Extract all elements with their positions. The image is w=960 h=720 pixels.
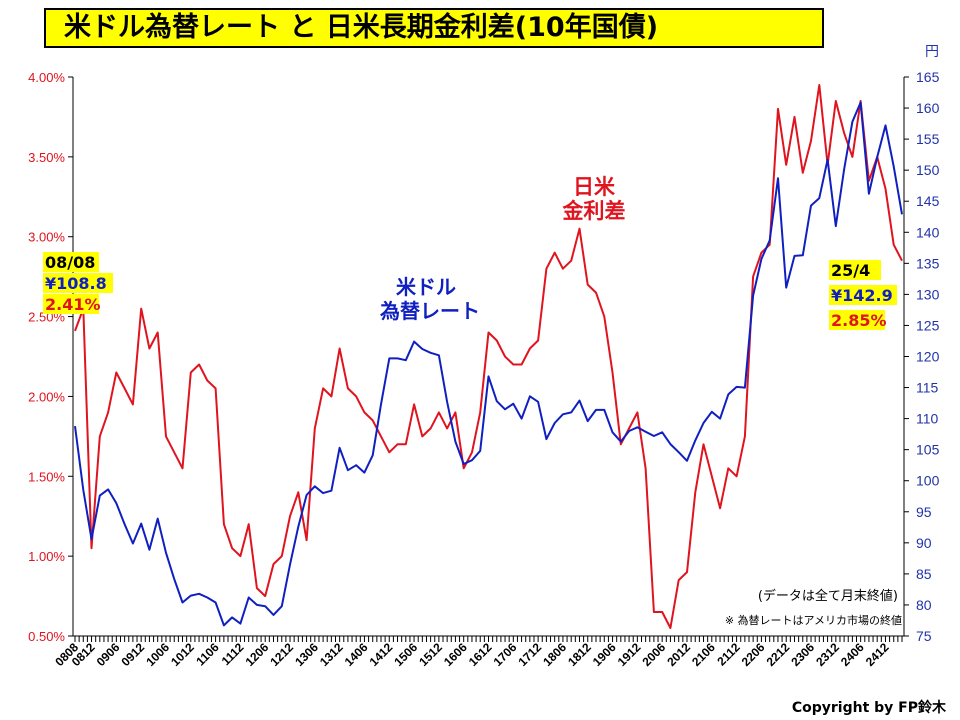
right-tick-label: 95: [916, 504, 932, 520]
x-tick-label: 2412: [863, 640, 892, 669]
x-axis-ticks: 0808081209060912100610121106111212061212…: [52, 636, 903, 669]
right-axis-unit: 円: [925, 44, 939, 60]
end-spread-highlight: [829, 310, 885, 330]
x-tick-label: 0906: [94, 640, 123, 669]
x-tick-label: 1212: [267, 640, 296, 669]
start-rate-label: ¥108.8: [45, 274, 107, 293]
right-tick-label: 140: [916, 224, 940, 240]
x-tick-label: 1806: [540, 640, 569, 669]
x-tick-label: 2112: [714, 640, 743, 669]
annotations: 円 米ドル 為替レート 日米 金利差 08/08 ¥108.8 2.41% 25…: [43, 44, 947, 716]
left-tick-label: 0.50%: [28, 629, 65, 644]
x-tick-label: 2012: [664, 640, 693, 669]
left-tick-label: 3.00%: [28, 230, 65, 245]
right-tick-label: 135: [916, 255, 940, 271]
right-axis-ticks: 75 80 85 90 95 100 105 110 115 120 125 130 135 140 145…: [904, 69, 940, 644]
x-tick-label: 1206: [243, 640, 272, 669]
right-tick-label: 120: [916, 349, 940, 365]
end-rate-highlight: [829, 285, 897, 305]
left-axis-ticks: 0.50%1.00%1.50%2.00%2.50%3.00%3.50%4.00%: [28, 70, 73, 644]
start-spread-highlight: [43, 294, 99, 314]
yield-spread-line: [74, 84, 903, 629]
right-tick-label: 145: [916, 193, 940, 209]
end-date-label: 25/4: [831, 261, 870, 280]
spread-series-label-line1: 日米: [573, 175, 616, 199]
x-tick-label: 1112: [219, 640, 247, 668]
right-tick-label: 105: [916, 442, 940, 458]
x-tick-label: 2206: [739, 640, 768, 669]
start-rate-highlight: [43, 273, 113, 293]
right-tick-label: 80: [916, 597, 932, 613]
axes: [72, 77, 905, 637]
x-tick-label: 2106: [689, 640, 718, 669]
x-tick-label: 1912: [615, 640, 644, 669]
x-tick-label: 1606: [441, 640, 470, 669]
x-tick-label: 1012: [168, 640, 197, 669]
x-tick-label: 2006: [640, 640, 669, 669]
right-tick-label: 90: [916, 535, 932, 551]
x-tick-label: 1312: [317, 640, 346, 669]
right-tick-label: 130: [916, 286, 940, 302]
right-tick-label: 110: [916, 411, 939, 427]
left-tick-label: 1.00%: [28, 549, 65, 564]
copyright: Copyright by FP鈴木: [792, 699, 947, 716]
spread-series-label-2: 金利差: [562, 199, 626, 223]
rate-series-label-2: 為替レート: [380, 299, 480, 323]
x-tick-label: 2306: [788, 640, 817, 669]
rate-series-label-line1: 米ドル: [396, 275, 456, 299]
series-group: [74, 84, 903, 629]
chart-title: 米ドル為替レート と 日米長期金利差(10年国債): [44, 8, 824, 48]
right-tick-label: 165: [916, 69, 940, 85]
x-tick-label: 2212: [764, 640, 793, 669]
x-tick-label: 1006: [143, 640, 172, 669]
x-tick-label: 1612: [466, 640, 495, 669]
spread-series-label-line2: 金利差: [562, 199, 626, 223]
start-date-highlight: [43, 252, 99, 272]
right-tick-label: 155: [916, 131, 940, 147]
start-spread-label: 2.41%: [45, 295, 101, 314]
x-tick-label: 0912: [118, 640, 147, 669]
x-tick-label: 1306: [292, 640, 321, 669]
spread-series-label-1: 日米: [573, 175, 616, 199]
right-tick-label: 115: [916, 380, 939, 396]
left-tick-label: 1.50%: [28, 469, 65, 484]
x-tick-label: 1812: [565, 640, 594, 669]
right-tick-label: 75: [916, 628, 932, 644]
right-tick-label: 150: [916, 162, 940, 178]
usdjpy-rate-line: [74, 101, 903, 627]
x-tick-label: 2312: [813, 640, 842, 669]
end-date-highlight: [829, 260, 881, 280]
right-tick-label: 85: [916, 566, 932, 582]
end-rate-label: ¥142.9: [831, 286, 893, 305]
x-tick-label: 1406: [342, 640, 371, 669]
data-note: (データは全て月末終値): [758, 588, 898, 604]
x-tick-label: 1512: [416, 640, 445, 669]
start-date-label: 08/08: [45, 253, 95, 272]
x-tick-label: 1506: [391, 640, 420, 669]
right-tick-label: 100: [916, 473, 940, 489]
x-tick-label: 2406: [838, 640, 867, 669]
x-tick-label: 1906: [590, 640, 619, 669]
left-tick-label: 3.50%: [28, 150, 65, 165]
x-tick-label: 1706: [491, 640, 520, 669]
end-spread-label: 2.85%: [831, 311, 887, 330]
right-tick-label: 160: [916, 100, 940, 116]
rate-source-note: ※ 為替レートはアメリカ市場の終値: [725, 613, 902, 627]
x-tick-label: 1106: [193, 640, 222, 669]
rate-series-label-1: 米ドル: [396, 275, 456, 299]
rate-series-label-line2: 為替レート: [380, 299, 480, 323]
left-tick-label: 2.00%: [28, 389, 65, 404]
left-tick-label: 4.00%: [28, 70, 65, 85]
x-tick-label: 1712: [515, 640, 544, 669]
x-tick-label: 1412: [367, 640, 396, 669]
right-tick-label: 125: [916, 317, 940, 333]
